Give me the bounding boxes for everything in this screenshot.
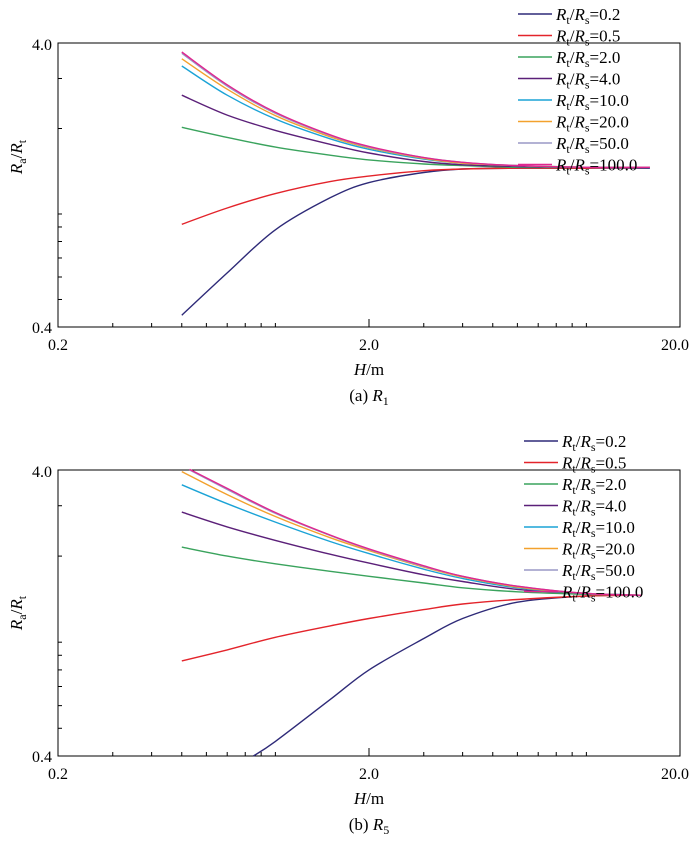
legend-label-6: Rt/Rs=50.0 [555,134,629,156]
legend-label-0: Rt/Rs=0.2 [561,432,626,454]
y-tick-label-bottom: 0.4 [32,320,52,337]
x-tick-label-0: 0.2 [48,337,68,354]
y-axis-label: Ra/Rt [7,139,29,175]
series-line-7 [181,51,650,169]
legend: Rt/Rs=0.2Rt/Rs=0.5Rt/Rs=2.0Rt/Rs=4.0Rt/R… [524,432,643,605]
legend-label-5: Rt/Rs=20.0 [561,540,635,562]
legend-label-6: Rt/Rs=50.0 [561,561,635,583]
x-axis-ticks [57,319,681,327]
y-tick-label-top: 4.0 [32,37,52,54]
x-tick-label-2: 20.0 [661,766,689,783]
chart-caption: (b) R5 [349,815,389,837]
legend-label-4: Rt/Rs=10.0 [555,91,629,113]
legend-label-2: Rt/Rs=2.0 [561,475,626,497]
y-axis-label: Ra/Rt [7,595,29,631]
y-tick-label-bottom: 0.4 [32,749,52,766]
legend-label-2: Rt/Rs=2.0 [555,48,620,70]
chart-caption: (a) R1 [349,386,389,408]
series-lines [181,468,642,757]
legend: Rt/Rs=0.2Rt/Rs=0.5Rt/Rs=2.0Rt/Rs=4.0Rt/R… [518,5,637,178]
series-line-1 [181,594,642,662]
legend-label-7: Rt/Rs=100.0 [561,583,643,605]
x-axis-label: H/m [353,789,384,808]
y-axis-ticks [58,42,66,328]
y-axis-ticks [58,469,66,757]
series-line-2 [181,546,642,596]
series-line-7 [189,468,642,596]
x-tick-label-1: 2.0 [359,766,379,783]
x-tick-label-2: 20.0 [661,337,689,354]
x-tick-label-1: 2.0 [359,337,379,354]
y-tick-label-top: 4.0 [32,464,52,481]
series-line-0 [253,594,642,757]
legend-label-3: Rt/Rs=4.0 [555,70,620,92]
series-line-1 [181,166,650,225]
series-lines [181,51,650,316]
legend-label-4: Rt/Rs=10.0 [561,518,635,540]
x-axis-label: H/m [353,360,384,379]
legend-label-1: Rt/Rs=0.5 [561,454,626,476]
legend-label-3: Rt/Rs=4.0 [561,497,626,519]
chart-panel-r5: 4.0 0.4 0.2 2.0 20.0 H/m Ra/Rt (b) R5 Rt… [7,432,689,837]
chart-panel-r1: 4.0 0.4 0.2 2.0 20.0 H/m Ra/Rt (a) R1 Rt… [7,5,689,408]
series-line-0 [181,167,650,316]
x-tick-label-0: 0.2 [48,766,68,783]
x-axis-ticks [57,748,681,756]
legend-label-5: Rt/Rs=20.0 [555,113,629,135]
legend-label-0: Rt/Rs=0.2 [555,5,620,27]
legend-label-7: Rt/Rs=100.0 [555,156,637,178]
legend-label-1: Rt/Rs=0.5 [555,27,620,49]
